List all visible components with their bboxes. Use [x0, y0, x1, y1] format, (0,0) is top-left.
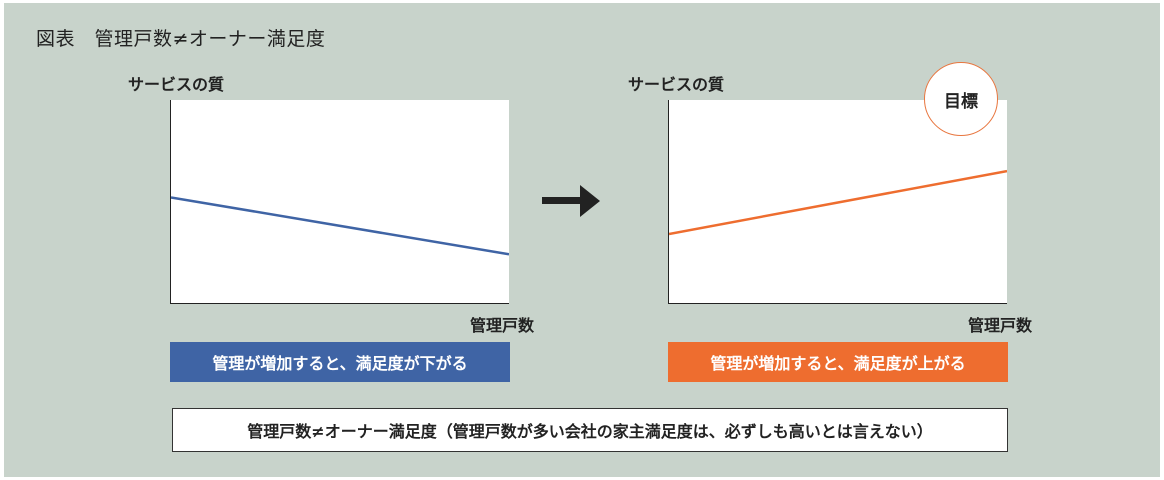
- left-x-axis-label: 管理戸数: [470, 316, 535, 335]
- right-line-chart: [669, 169, 1007, 236]
- right-trend-line: [669, 169, 1007, 236]
- target-badge: 目標: [924, 62, 998, 136]
- right-caption-banner: 管理が増加すると、満足度が上がる: [668, 342, 1008, 382]
- bottom-note-text: 管理戸数≠オーナー満足度（管理戸数が多い会社の家主満足度は、必ずしも高いとは言え…: [247, 422, 933, 441]
- right-y-axis-label: サービスの質: [628, 75, 725, 94]
- right-x-axis-label: 管理戸数: [968, 316, 1033, 335]
- right-arrow-icon: [542, 185, 600, 217]
- left-trend-line: [171, 196, 509, 256]
- left-caption-text: 管理が増加すると、満足度が下がる: [212, 354, 468, 373]
- left-y-axis-label: サービスの質: [128, 75, 225, 94]
- left-plot-area: [170, 100, 509, 304]
- bottom-note-box: 管理戸数≠オーナー満足度（管理戸数が多い会社の家主満足度は、必ずしも高いとは言え…: [172, 408, 1008, 452]
- left-line-chart: [171, 196, 509, 256]
- target-badge-text: 目標: [944, 91, 978, 112]
- left-caption-banner: 管理が増加すると、満足度が下がる: [170, 342, 510, 382]
- right-caption-text: 管理が増加すると、満足度が上がる: [710, 354, 966, 373]
- figure-title: 図表 管理戸数≠オーナー満足度: [36, 28, 326, 50]
